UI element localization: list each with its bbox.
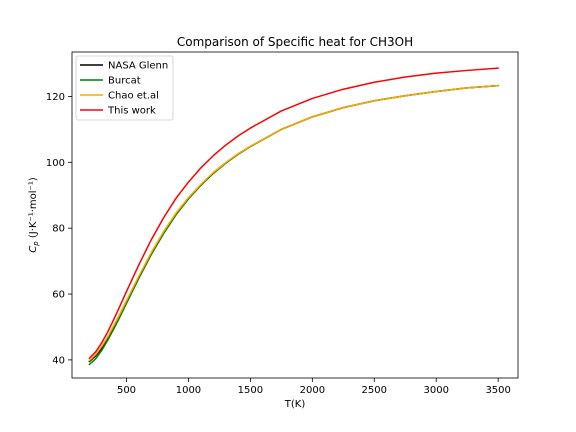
legend: NASA Glenn Burcat Chao et.al This work xyxy=(75,55,174,121)
y-tick-label: 120 xyxy=(46,92,65,103)
plot-frame xyxy=(71,51,519,379)
x-tick-label: 3000 xyxy=(424,385,449,396)
x-tick-label: 1500 xyxy=(238,385,263,396)
y-axis: 40 60 80 100 120 xyxy=(46,92,72,366)
x-tick-label: 1000 xyxy=(176,385,201,396)
legend-label-this-work: This work xyxy=(107,106,156,117)
x-tick-label: 3500 xyxy=(485,385,510,396)
x-tick-label: 2500 xyxy=(362,385,387,396)
series-line-this-work xyxy=(88,67,499,359)
legend-items: NASA Glenn Burcat Chao et.al This work xyxy=(80,61,168,117)
series-lines xyxy=(88,67,499,366)
x-axis-label: T(K) xyxy=(284,399,306,410)
chart-title: Comparison of Specific heat for CH3OH xyxy=(177,35,413,49)
legend-label-nasa-glenn: NASA Glenn xyxy=(108,61,168,72)
legend-label-burcat: Burcat xyxy=(108,76,141,87)
y-tick-label: 40 xyxy=(52,355,65,366)
x-tick-label: 2000 xyxy=(300,385,325,396)
x-axis: 500 1000 1500 2000 2500 3000 3500 xyxy=(117,378,511,396)
y-tick-label: 80 xyxy=(52,224,65,235)
y-tick-label: 60 xyxy=(52,290,65,301)
x-tick-label: 500 xyxy=(117,385,136,396)
series-line-chao-et-al xyxy=(88,84,499,362)
legend-box xyxy=(75,55,174,121)
y-axis-label: Cp (J·K⁻¹·mol⁻¹) xyxy=(28,177,40,253)
y-tick-label: 100 xyxy=(46,158,65,169)
legend-label-chao-et-al: Chao et.al xyxy=(108,91,159,102)
